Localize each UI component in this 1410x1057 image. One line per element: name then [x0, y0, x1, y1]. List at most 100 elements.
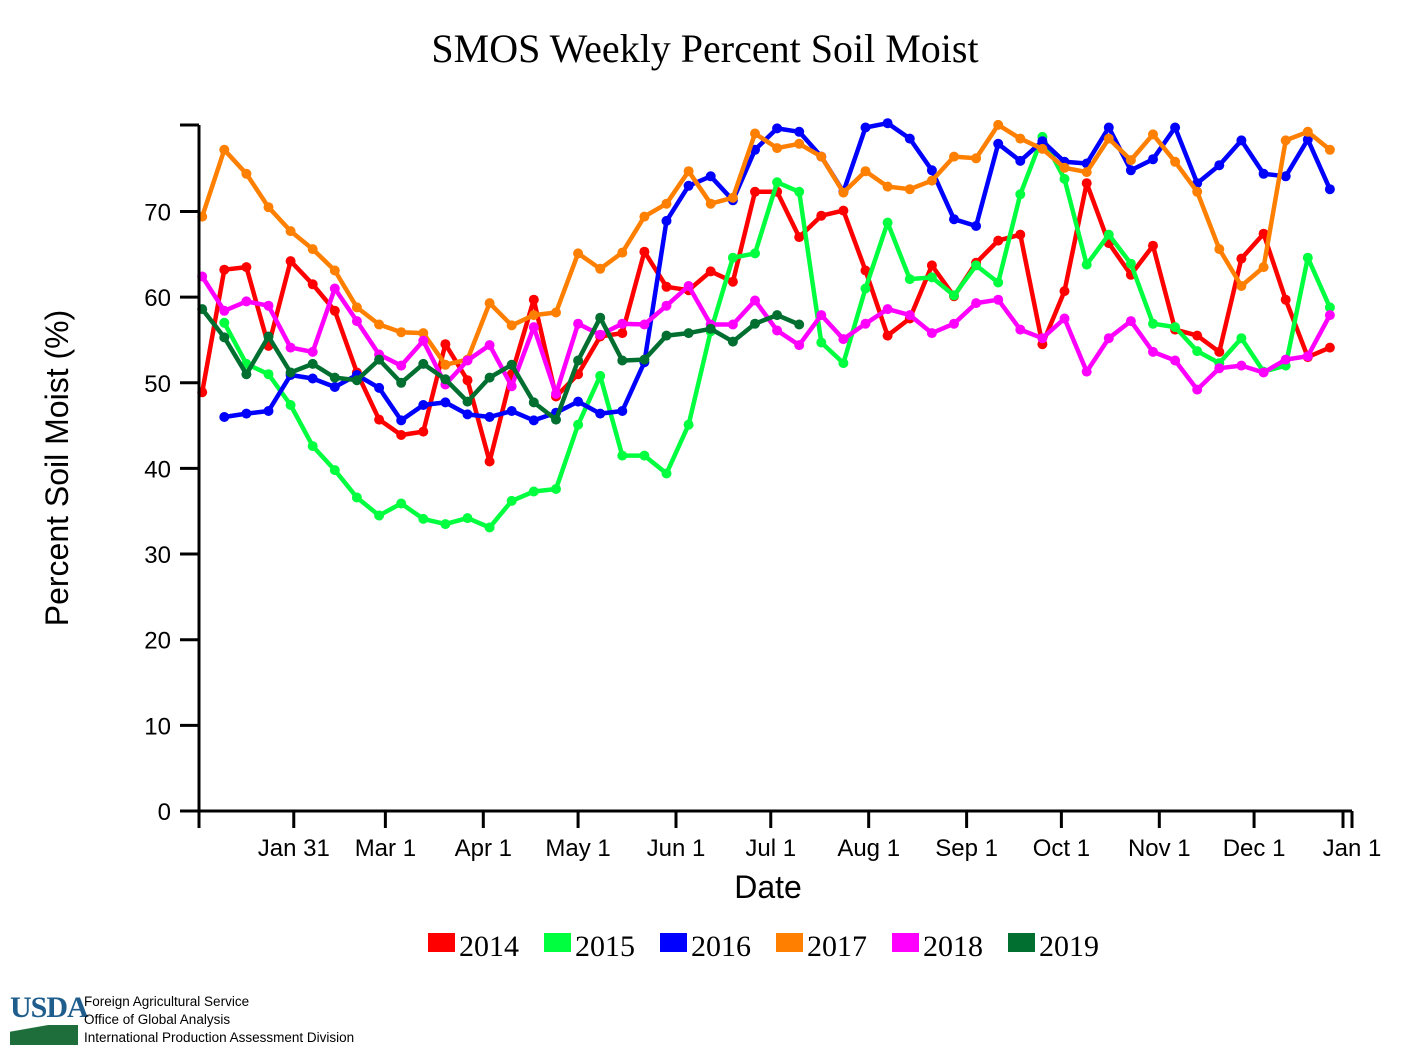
data-point-2014 — [661, 281, 672, 292]
data-point-2014 — [838, 205, 849, 216]
data-point-2019 — [772, 310, 783, 321]
data-point-2018 — [1170, 355, 1181, 366]
data-point-2016 — [926, 165, 937, 176]
data-point-2019 — [462, 396, 473, 407]
data-point-2016 — [1214, 160, 1225, 171]
y-axis: 0 10 20 30 40 50 60 70 — [144, 123, 201, 826]
data-point-2016 — [882, 118, 893, 129]
data-point-2018 — [595, 329, 606, 340]
data-point-2016 — [1148, 154, 1158, 165]
data-point-2016 — [418, 400, 429, 410]
y-tick-label: 40 — [144, 456, 171, 483]
data-point-2018 — [462, 355, 473, 366]
legend-label-2014: 2014 — [459, 930, 519, 963]
data-point-2016 — [705, 171, 716, 182]
x-tick-label: Aug 1 — [837, 835, 900, 862]
data-point-2015 — [484, 522, 495, 533]
data-point-2018 — [1324, 310, 1335, 321]
data-point-2018 — [1103, 333, 1114, 344]
data-point-2016 — [1037, 136, 1048, 147]
data-point-2015 — [1081, 259, 1092, 270]
y-tick-label: 0 — [158, 799, 171, 826]
data-point-2015 — [993, 277, 1004, 288]
data-point-2019 — [794, 319, 805, 330]
data-point-2015 — [904, 274, 915, 285]
data-point-2017 — [1170, 156, 1181, 167]
data-point-2015 — [1236, 333, 1247, 344]
data-point-2019 — [750, 318, 760, 329]
data-point-2018 — [1148, 346, 1158, 357]
data-point-2017 — [838, 187, 849, 198]
data-point-2018 — [551, 388, 561, 399]
data-point-2014 — [882, 330, 893, 341]
x-tick-label: Jan 31 — [258, 835, 330, 862]
data-point-2018 — [1214, 363, 1225, 374]
data-point-2015 — [1302, 252, 1313, 263]
data-point-2014 — [1148, 240, 1158, 251]
data-point-2015 — [1015, 189, 1026, 200]
data-point-2014 — [860, 265, 871, 276]
series-2017 — [197, 119, 1335, 370]
data-point-2014 — [705, 266, 716, 277]
data-point-2014 — [396, 430, 407, 440]
data-point-2016 — [484, 412, 495, 422]
data-point-2018 — [351, 316, 362, 327]
data-point-2017 — [219, 144, 230, 155]
data-point-2018 — [1192, 384, 1203, 395]
data-point-2017 — [750, 128, 760, 139]
data-point-2017 — [1302, 126, 1313, 137]
data-point-2018 — [661, 300, 672, 311]
legend-label-2015: 2015 — [575, 930, 635, 963]
data-point-2017 — [683, 166, 694, 177]
data-point-2015 — [1103, 229, 1114, 240]
data-point-2018 — [528, 322, 539, 333]
data-point-2016 — [661, 215, 672, 226]
data-point-2016 — [396, 415, 407, 426]
data-point-2014 — [926, 260, 937, 271]
data-point-2015 — [661, 468, 672, 479]
data-point-2016 — [528, 415, 539, 426]
data-point-2018 — [639, 319, 650, 330]
data-point-2015 — [285, 400, 296, 410]
data-point-2018 — [772, 325, 783, 336]
data-point-2015 — [617, 450, 628, 461]
data-point-2019 — [329, 372, 340, 383]
data-point-2019 — [551, 414, 561, 425]
data-point-2018 — [506, 381, 517, 392]
data-point-2018 — [838, 334, 849, 345]
data-point-2014 — [462, 375, 473, 386]
data-point-2017 — [1324, 144, 1335, 155]
x-tick-label: Nov 1 — [1128, 835, 1191, 862]
data-point-2014 — [750, 186, 760, 197]
data-point-2016 — [1236, 135, 1247, 146]
data-point-2015 — [1170, 322, 1181, 333]
data-point-2017 — [971, 153, 982, 164]
data-point-2017 — [1059, 162, 1070, 173]
data-point-2018 — [219, 305, 230, 316]
data-point-2018 — [882, 304, 893, 315]
y-axis-label: Percent Soil Moist (%) — [39, 310, 75, 627]
data-point-2018 — [617, 318, 628, 329]
data-point-2018 — [1280, 354, 1291, 365]
data-point-2018 — [971, 298, 982, 309]
data-point-2019 — [506, 359, 517, 370]
data-point-2015 — [949, 290, 959, 301]
data-point-2014 — [307, 279, 318, 290]
data-point-2014 — [374, 414, 385, 425]
data-point-2014 — [1258, 228, 1269, 239]
data-point-2016 — [307, 373, 318, 384]
data-point-2014 — [1015, 229, 1026, 240]
data-point-2014 — [285, 256, 296, 267]
data-point-2018 — [816, 310, 827, 321]
data-point-2019 — [595, 312, 606, 323]
legend-swatch-2014 — [428, 933, 455, 952]
data-point-2018 — [794, 340, 805, 351]
data-point-2015 — [307, 441, 318, 452]
data-point-2014 — [528, 294, 539, 305]
series-line-2017 — [199, 122, 1333, 368]
data-point-2014 — [329, 305, 340, 316]
data-point-2014 — [1081, 178, 1092, 189]
data-point-2017 — [949, 151, 959, 162]
data-point-2017 — [595, 263, 606, 274]
data-point-2017 — [418, 328, 429, 339]
